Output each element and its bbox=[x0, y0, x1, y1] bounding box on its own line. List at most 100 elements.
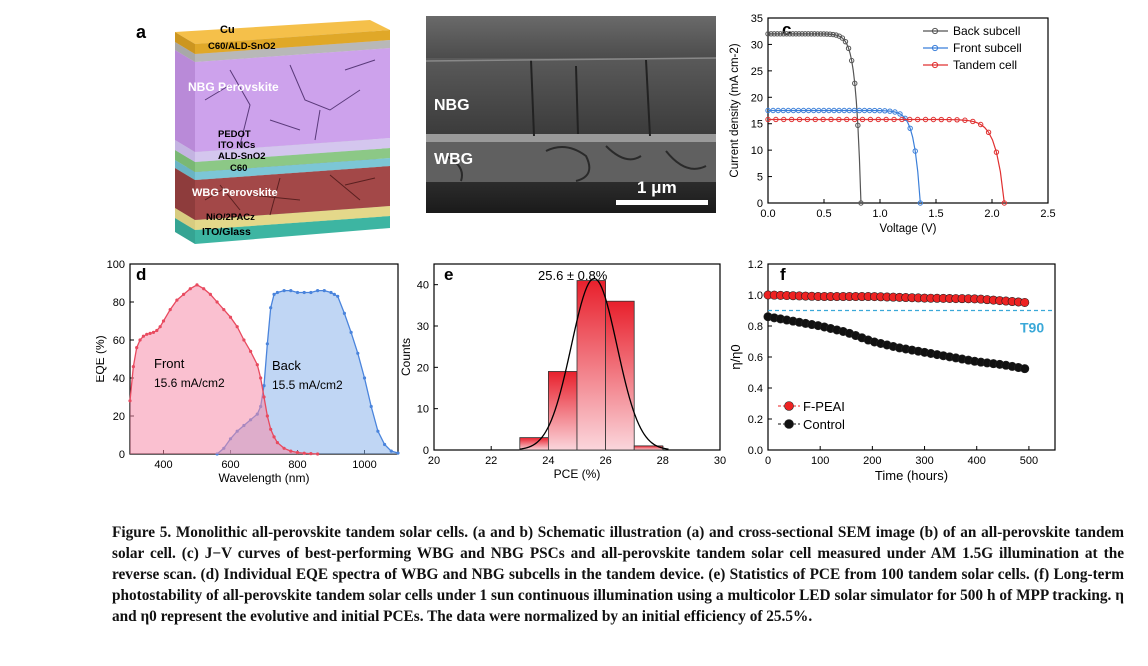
label-ald-sno2: ALD-SnO2 bbox=[218, 151, 266, 162]
jv-point bbox=[930, 116, 937, 123]
y-axis-label: EQE (%) bbox=[96, 335, 107, 382]
panel-label-d: d bbox=[136, 265, 146, 284]
legend-label-0: Back subcell bbox=[953, 24, 1020, 38]
y-tick-label: 5 bbox=[757, 172, 763, 184]
eqe-point bbox=[282, 289, 286, 293]
jv-point bbox=[912, 148, 918, 154]
eqe-point bbox=[376, 429, 380, 433]
x-axis-label: Wavelength (nm) bbox=[219, 471, 310, 485]
eqe-point bbox=[295, 290, 300, 295]
eqe-area-front bbox=[130, 284, 318, 454]
eqe-point bbox=[195, 283, 199, 287]
jv-point bbox=[814, 31, 821, 37]
x-tick-label: 300 bbox=[915, 455, 933, 467]
jv-point bbox=[795, 107, 802, 114]
jv-point bbox=[882, 108, 888, 114]
legend-label-1: Front subcell bbox=[953, 41, 1022, 55]
eqe-point bbox=[158, 325, 162, 329]
panel-label-f: f bbox=[780, 265, 786, 284]
eqe-point bbox=[295, 450, 300, 455]
caption-lead: Figure 5. Monolithic all-perovskite tand… bbox=[112, 524, 469, 541]
eqe-point bbox=[289, 289, 293, 293]
jv-point bbox=[962, 117, 968, 123]
label-back-jsc: 15.5 mA/cm2 bbox=[272, 378, 343, 392]
jv-point bbox=[842, 38, 849, 45]
x-tick-label: 400 bbox=[968, 455, 986, 467]
eqe-point bbox=[362, 376, 367, 380]
jv-point bbox=[875, 116, 881, 123]
y-tick-label: 10 bbox=[417, 404, 429, 416]
y-tick-label: 0 bbox=[119, 449, 125, 461]
x-tick-label: 30 bbox=[714, 455, 726, 467]
eqe-point bbox=[135, 346, 139, 350]
x-tick-label: 0.0 bbox=[760, 208, 775, 220]
eqe-point bbox=[332, 292, 336, 296]
jv-point bbox=[899, 116, 905, 123]
eqe-point bbox=[302, 451, 306, 455]
jv-point bbox=[812, 116, 818, 123]
eqe-point bbox=[155, 328, 159, 333]
jv-point bbox=[771, 31, 777, 37]
label-ito-ncs: ITO NCs bbox=[218, 140, 255, 151]
jv-point bbox=[816, 107, 822, 114]
x-tick-label: 2.0 bbox=[984, 208, 999, 220]
eqe-point bbox=[265, 414, 269, 418]
chart-d-svg: 400 600 800 1000 0 20 40 60 80 100 Wavelength (nm)… bbox=[93, 259, 400, 485]
jv-point bbox=[977, 121, 984, 128]
eqe-point bbox=[151, 330, 156, 334]
jv-point bbox=[828, 116, 834, 123]
figure-caption: Figure 5. Monolithic all-perovskite tand… bbox=[112, 522, 1124, 627]
jv-point bbox=[768, 31, 774, 37]
eqe-point bbox=[242, 338, 246, 342]
x-axis-label: PCE (%) bbox=[554, 467, 601, 481]
x-tick-label: 100 bbox=[811, 455, 829, 467]
y-tick-label: 40 bbox=[417, 280, 429, 292]
eqe-point bbox=[202, 287, 206, 291]
pce-annotation: 25.6 ± 0.8% bbox=[538, 268, 608, 283]
y-tick-label: 0.2 bbox=[748, 414, 763, 426]
jv-point bbox=[892, 109, 898, 115]
jv-point bbox=[836, 107, 842, 114]
legend-marker-1 bbox=[931, 44, 939, 52]
jv-point bbox=[891, 116, 897, 123]
eqe-point bbox=[316, 289, 320, 293]
jv-point bbox=[833, 32, 839, 38]
legend-label-f-0: F-PEAI bbox=[803, 399, 845, 414]
x-tick-label: 0 bbox=[765, 455, 771, 467]
jv-point bbox=[852, 80, 858, 87]
jv-point bbox=[773, 116, 779, 123]
jv-point bbox=[765, 107, 771, 114]
y-tick-label: 0.0 bbox=[748, 445, 763, 457]
sem-scale-label: 1 μm bbox=[637, 178, 677, 197]
eqe-point bbox=[316, 452, 320, 456]
y-tick-label: 1.0 bbox=[748, 290, 763, 302]
jv-point bbox=[780, 31, 787, 37]
jv-point bbox=[775, 107, 781, 114]
eqe-point bbox=[275, 290, 279, 295]
eqe-point bbox=[262, 395, 266, 399]
x-axis-label: Time (hours) bbox=[875, 468, 948, 483]
jv-point bbox=[826, 107, 832, 114]
jv-point bbox=[796, 116, 803, 123]
eqe-point bbox=[275, 441, 279, 445]
chart-e-svg: 20 22 24 26 28 30 0 10 20 30 40 PCE (%) Counts e 25.6 … bbox=[399, 263, 726, 481]
jv-point bbox=[770, 107, 776, 114]
stack-schematic: Cu C60/ALD-SnO2 NBG Perovskite PEDOT ITO… bbox=[175, 20, 390, 244]
jv-point bbox=[907, 116, 913, 123]
sem-image: NBG WBG 1 μm bbox=[426, 16, 716, 213]
x-tick-label: 1.0 bbox=[872, 208, 887, 220]
jv-point bbox=[765, 116, 771, 123]
eqe-point bbox=[262, 384, 266, 388]
stability-point-control bbox=[1020, 364, 1030, 374]
eqe-point bbox=[396, 451, 400, 455]
y-tick-label: 25 bbox=[751, 66, 763, 78]
eqe-point bbox=[161, 319, 166, 323]
eqe-point bbox=[269, 427, 273, 431]
y-tick-label: 35 bbox=[751, 13, 763, 25]
jv-point bbox=[856, 107, 863, 114]
eqe-point bbox=[289, 449, 293, 453]
x-tick-label: 0.5 bbox=[816, 208, 831, 220]
y-tick-label: 80 bbox=[113, 297, 125, 309]
eqe-point bbox=[175, 298, 179, 302]
eqe-point bbox=[255, 363, 259, 367]
